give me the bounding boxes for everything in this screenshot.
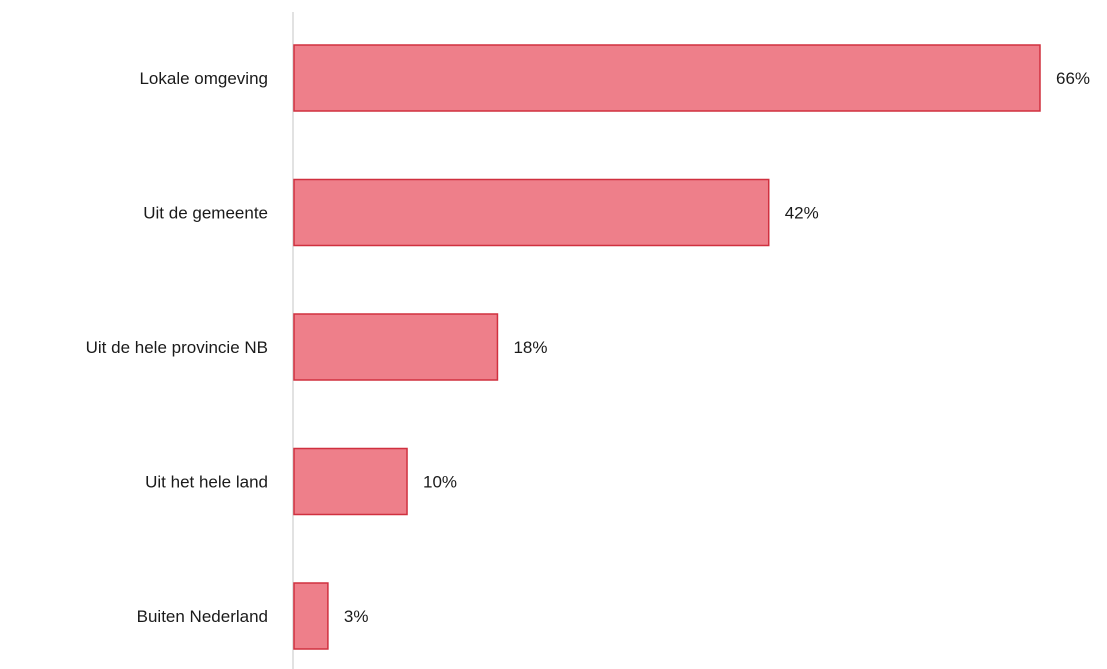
category-label-1: Uit de gemeente: [143, 204, 268, 223]
value-label-3: 10%: [423, 473, 457, 492]
bar-4: [293, 582, 329, 650]
bar-group: [293, 44, 1041, 650]
value-label-1: 42%: [785, 204, 819, 223]
value-label-4: 3%: [344, 607, 369, 626]
category-label-4: Buiten Nederland: [137, 607, 268, 626]
value-label-2: 18%: [513, 338, 547, 357]
bar-2: [293, 313, 499, 381]
category-label-3: Uit het hele land: [145, 473, 268, 492]
value-label-0: 66%: [1056, 69, 1090, 88]
bar-0: [293, 44, 1041, 112]
bar-3: [293, 447, 408, 516]
value-label-group: 66% 42% 18% 10% 3%: [344, 69, 1090, 626]
bar-1: [293, 178, 770, 247]
category-label-0: Lokale omgeving: [139, 69, 268, 88]
category-label-group: Lokale omgeving Uit de gemeente Uit de hel…: [86, 69, 268, 626]
category-label-2: Uit de hele provincie NB: [86, 338, 268, 357]
